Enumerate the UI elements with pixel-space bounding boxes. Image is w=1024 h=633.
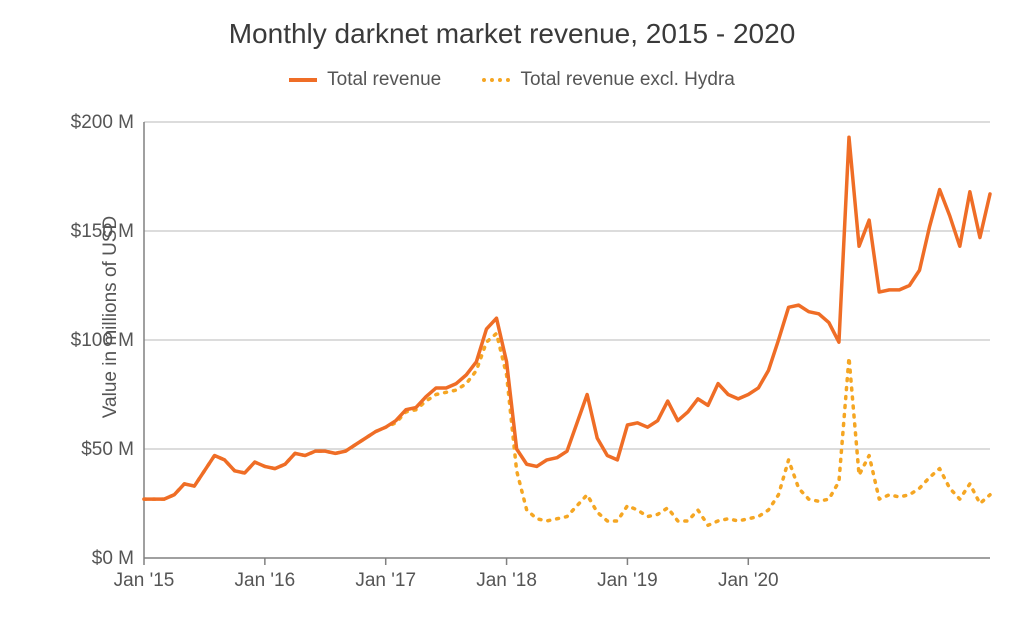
x-tick-label: Jan '15 (114, 570, 175, 591)
series-line (144, 137, 990, 499)
x-tick-label: Jan '17 (355, 570, 416, 591)
chart-container: Monthly darknet market revenue, 2015 - 2… (0, 0, 1024, 633)
y-tick-label: $200 M (71, 112, 134, 133)
series-line (144, 333, 990, 525)
x-tick-label: Jan '19 (597, 570, 658, 591)
y-tick-label: $100 M (71, 330, 134, 351)
plot-area: $0 M $50 M $100 M $150 M $200 M Jan '15 Jan '1… (0, 0, 1024, 633)
x-tick-label: Jan '20 (718, 570, 779, 591)
y-tick-label: $50 M (81, 439, 134, 460)
y-tick-label: $150 M (71, 221, 134, 242)
x-tick-label: Jan '18 (476, 570, 537, 591)
y-tick-label: $0 M (92, 548, 134, 569)
x-tick-label: Jan '16 (235, 570, 296, 591)
